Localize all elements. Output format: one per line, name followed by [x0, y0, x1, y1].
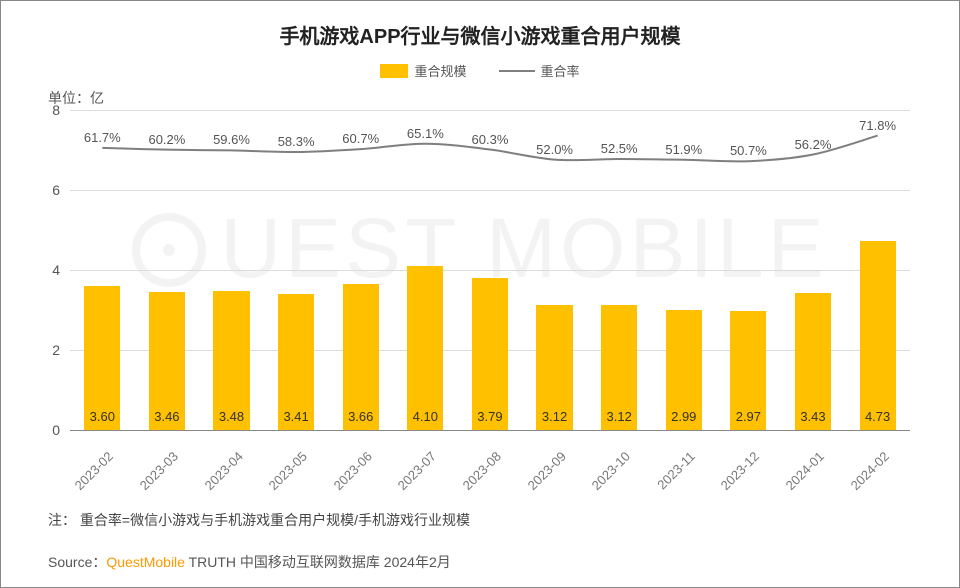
rate-line-path [102, 136, 877, 162]
ytick-label: 6 [52, 182, 60, 198]
ytick-label: 0 [52, 422, 60, 438]
trend-line [70, 110, 910, 430]
ytick-label: 8 [52, 102, 60, 118]
source-line: Source：QuestMobile TRUTH 中国移动互联网数据库 2024… [48, 552, 451, 572]
source-brand: QuestMobile [106, 554, 185, 570]
ytick-label: 4 [52, 262, 60, 278]
chart-area: 024683.6061.7%2023-023.4660.2%2023-033.4… [70, 110, 910, 430]
footnote: 注： 重合率=微信小游戏与手机游戏重合用户规模/手机游戏行业规模 [48, 510, 470, 530]
source-rest: TRUTH 中国移动互联网数据库 2024年2月 [185, 554, 451, 570]
x-axis-line [70, 430, 910, 431]
source-prefix: Source： [48, 554, 106, 570]
ytick-label: 2 [52, 342, 60, 358]
